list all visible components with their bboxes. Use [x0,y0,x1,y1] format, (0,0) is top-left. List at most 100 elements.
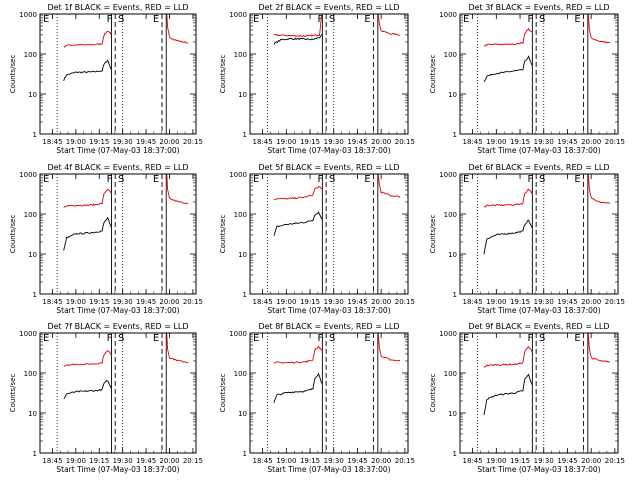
series-line-events [483,373,533,416]
y-tick-label: 100 [24,51,37,59]
detector-panel: Det 7f BLACK = Events, RED = LLD F S E E 1 10 1… [9,322,203,474]
series-line-lld [377,174,401,198]
y-tick-label: 1000 [439,171,457,179]
x-tick-label: 19:45 [557,138,577,146]
marker-letter-S: S [539,174,545,185]
x-tick-label: 19:45 [347,138,367,146]
plot-frame [39,173,197,295]
plot-frame [39,13,197,135]
series-line-lld [483,188,533,208]
marker-letter-left: E [43,14,49,25]
marker-letter-F: F [317,174,323,185]
series-line-lld [483,27,533,47]
plot-frame [459,332,619,454]
x-tick-label: 18:45 [253,138,273,146]
marker-letter-F: F [107,14,113,25]
x-tick-label: 19:30 [534,457,554,465]
y-tick-label: 10 [238,251,247,259]
panel-title: Det 1f BLACK = Events, RED = LLD [47,3,188,12]
y-tick-label: 10 [28,251,37,259]
x-tick-label: 19:15 [89,298,109,306]
x-tick-label: 20:00 [159,138,179,146]
series-line-lld [483,345,533,368]
y-axis-label: Counts/sec [219,374,227,413]
y-tick-label: 1 [453,131,457,139]
y-axis-label: Counts/sec [9,55,17,94]
x-tick-label: 19:00 [66,457,86,465]
series-line-lld [63,188,112,208]
x-tick-label: 19:00 [276,298,296,306]
series-line-lld [587,173,611,204]
detector-panel: Det 1f BLACK = Events, RED = LLD F S E E 1 10 1… [9,3,203,155]
y-tick-label: 1 [33,450,37,458]
y-tick-label: 1 [243,291,247,299]
x-tick-label: 20:00 [371,298,391,306]
x-axis-label: Start Time (07-May-03 18:37:00) [477,146,600,155]
series-line-events [483,55,533,83]
y-tick-label: 10 [28,410,37,418]
panel-title: Det 4f BLACK = Events, RED = LLD [47,163,188,172]
marker-letter-S: S [329,14,335,25]
series-line-events [273,372,323,404]
x-tick-label: 19:30 [113,298,133,306]
plot-frame [459,173,619,295]
marker-letter-left: E [463,14,469,25]
marker-letter-left: E [253,14,259,25]
y-tick-label: 10 [28,91,37,99]
x-tick-label: 19:15 [89,138,109,146]
x-tick-label: 19:00 [486,457,506,465]
marker-letter-left: E [463,333,469,344]
x-tick-label: 20:00 [581,298,601,306]
x-axis-label: Start Time (07-May-03 18:37:00) [56,465,179,474]
x-tick-label: 19:45 [347,298,367,306]
plot-frame [249,173,409,295]
y-axis-label: Counts/sec [429,215,437,254]
y-tick-label: 1 [243,450,247,458]
y-tick-label: 1 [33,131,37,139]
x-tick-label: 19:45 [136,298,156,306]
marker-letter-S: S [329,174,335,185]
panel-title: Det 7f BLACK = Events, RED = LLD [47,322,188,331]
x-tick-label: 19:00 [486,138,506,146]
series-line-lld [166,333,189,364]
series-line-lld [63,349,112,367]
y-tick-label: 10 [448,91,457,99]
y-tick-label: 1 [453,450,457,458]
x-tick-label: 19:15 [510,138,530,146]
y-tick-label: 10 [448,410,457,418]
marker-letter-F: F [527,174,533,185]
x-tick-label: 19:30 [534,298,554,306]
marker-letter-F: F [527,14,533,25]
series-line-events [273,211,323,236]
panel-title: Det 2f BLACK = Events, RED = LLD [258,3,399,12]
detector-panel: Det 3f BLACK = Events, RED = LLD F S E E 1 10 1… [429,3,625,155]
x-axis-label: Start Time (07-May-03 18:37:00) [477,465,600,474]
marker-letter-S: S [329,333,335,344]
marker-letter-E: E [364,333,370,344]
series-line-lld [273,345,323,364]
y-tick-label: 100 [444,51,457,59]
y-tick-label: 1 [243,131,247,139]
y-tick-label: 1000 [229,11,247,19]
detector-panel: Det 6f BLACK = Events, RED = LLD F S E E 1 10 1… [429,163,625,315]
marker-letter-E: E [153,333,159,344]
x-tick-label: 18:45 [42,457,62,465]
x-axis-label: Start Time (07-May-03 18:37:00) [477,306,600,315]
y-axis-label: Counts/sec [429,55,437,94]
x-axis-label: Start Time (07-May-03 18:37:00) [267,146,390,155]
x-tick-label: 20:00 [159,457,179,465]
x-tick-label: 19:30 [324,138,344,146]
y-tick-label: 100 [234,211,247,219]
marker-letter-left: E [43,333,49,344]
x-tick-label: 19:15 [300,138,320,146]
detector-panel: Det 2f BLACK = Events, RED = LLD F S E E 1 10 1… [219,3,415,155]
series-line-lld [273,185,323,201]
panel-title: Det 6f BLACK = Events, RED = LLD [468,163,609,172]
series-line-lld [587,13,611,44]
marker-letter-E: E [574,14,580,25]
x-tick-label: 18:45 [463,298,483,306]
x-tick-label: 19:45 [136,457,156,465]
x-tick-label: 19:00 [486,298,506,306]
x-tick-label: 20:15 [395,138,415,146]
